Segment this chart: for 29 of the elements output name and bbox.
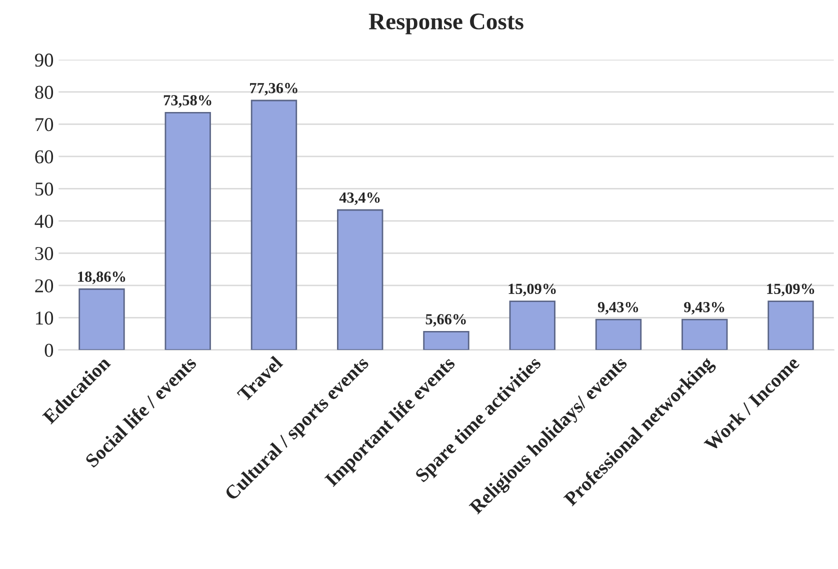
bar [509, 300, 556, 350]
data-label: 5,66% [426, 314, 466, 327]
data-label: 9,43% [598, 302, 638, 314]
data-label: 15,09% [508, 284, 556, 296]
y-tick-label: 10 [36, 312, 54, 325]
data-label: 73,58% [164, 95, 212, 108]
data-label: 43,4% [339, 192, 380, 205]
y-tick-label: 0 [44, 344, 54, 357]
data-label: 77,36% [250, 82, 298, 96]
bar [337, 209, 384, 350]
y-tick-label: 40 [34, 214, 54, 228]
bar [595, 318, 642, 350]
bar [78, 288, 125, 350]
y-tick-label: 60 [35, 150, 54, 164]
chart-title: Response Costs [368, 14, 524, 34]
bar [164, 112, 211, 350]
y-tick-label: 30 [35, 247, 54, 260]
y-tick-label: 50 [35, 182, 54, 196]
bar [768, 300, 814, 350]
y-tick-label: 90 [34, 54, 54, 67]
bar [682, 318, 728, 350]
bar [423, 330, 470, 350]
y-tick-label: 70 [36, 118, 54, 132]
data-label: 18,86% [78, 272, 126, 284]
y-tick-label: 80 [35, 86, 54, 99]
bar [250, 100, 298, 350]
data-label: 9,43% [684, 302, 724, 314]
y-tick-label: 20 [35, 279, 54, 292]
data-label: 15,09% [767, 284, 814, 296]
